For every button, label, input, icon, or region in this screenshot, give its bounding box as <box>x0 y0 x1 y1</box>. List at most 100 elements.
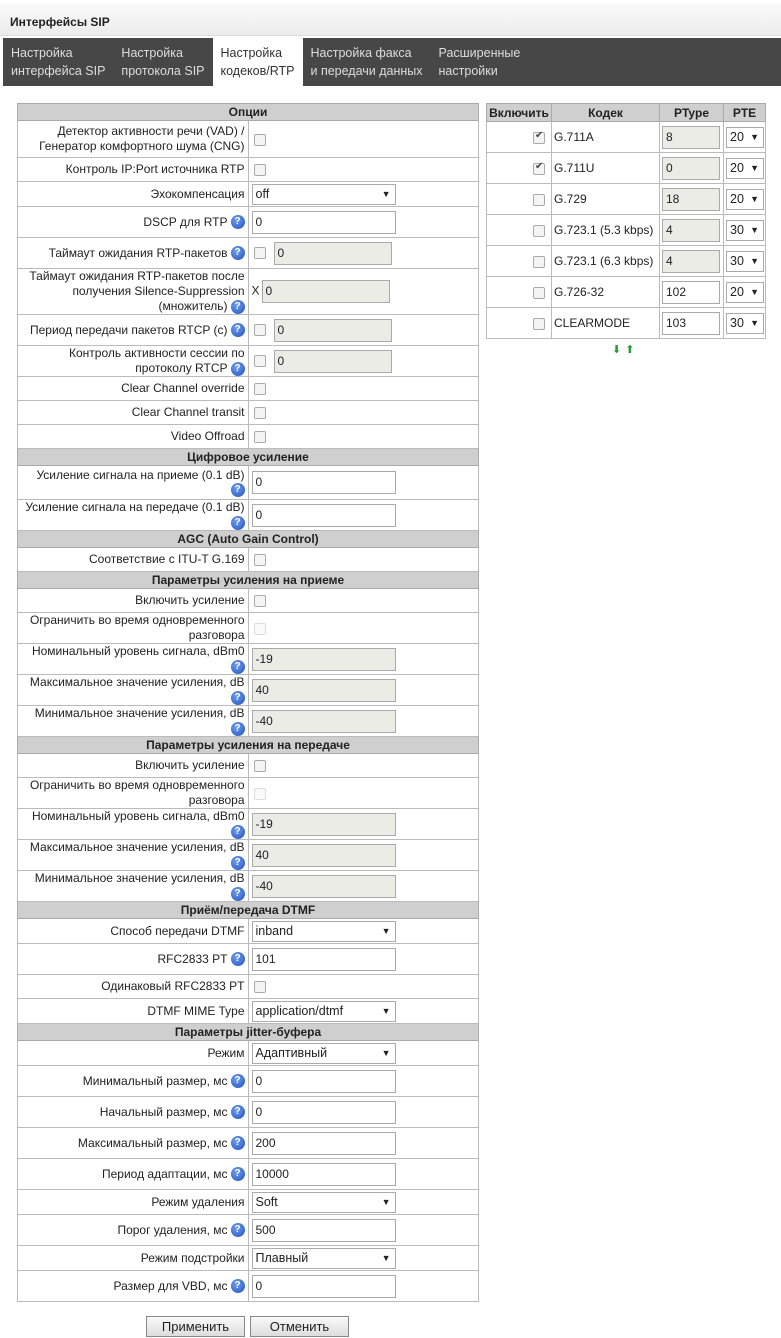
tab-label-line1: Расширенные <box>438 46 521 60</box>
help-icon[interactable]: ? <box>230 824 245 839</box>
option-select[interactable]: application/dtmf <box>251 1000 396 1022</box>
arrow-down-icon[interactable]: ⬇ <box>612 344 622 356</box>
option-input[interactable]: 200 <box>251 1131 396 1155</box>
option-row: Таймаут ожидания RTP-пакетов после получ… <box>17 268 479 315</box>
codec-pte-cell: 20 <box>723 152 766 184</box>
codec-enable-checkbox[interactable] <box>533 130 545 144</box>
help-icon[interactable]: ? <box>230 483 245 498</box>
codec-enable-checkbox[interactable] <box>533 286 545 299</box>
help-icon[interactable]: ? <box>230 855 245 870</box>
option-checkbox[interactable] <box>253 247 266 259</box>
tab-3[interactable]: Настройка кодеков/RTP <box>212 38 303 86</box>
codec-pte-select[interactable]: 30 <box>726 219 764 241</box>
cancel-button[interactable]: Отменить <box>250 1316 349 1337</box>
help-icon[interactable]: ? <box>230 323 245 338</box>
codec-enable-checkbox[interactable] <box>533 317 545 330</box>
codec-pte-select[interactable]: 20 <box>726 188 764 210</box>
help-icon[interactable]: ? <box>230 952 245 967</box>
option-checkbox[interactable] <box>253 981 266 994</box>
section-header-row: Приём/передача DTMF <box>17 901 479 919</box>
codec-ptype-input: 18 <box>662 187 720 211</box>
option-input[interactable]: 0 <box>251 471 396 494</box>
option-value-cell <box>247 547 479 572</box>
codec-pte-select[interactable]: 30 <box>726 312 764 334</box>
help-icon[interactable]: ? <box>230 1136 245 1151</box>
help-icon[interactable]: ? <box>230 721 245 736</box>
help-icon[interactable]: ? <box>230 1074 245 1089</box>
help-icon[interactable]: ? <box>230 361 245 376</box>
tab-5[interactable]: Расширенные настройки <box>430 38 529 86</box>
option-checkbox[interactable] <box>253 133 266 146</box>
option-row: Режим Адаптивный <box>17 1040 479 1066</box>
option-value-cell: 0 <box>247 237 479 269</box>
option-select[interactable]: Плавный <box>251 1247 396 1269</box>
option-checkbox[interactable] <box>253 164 266 177</box>
tab-label-line2: протокола SIP <box>121 64 205 78</box>
option-input[interactable]: 0 <box>251 503 396 527</box>
codec-pte-cell: 20 <box>723 121 766 153</box>
option-label: Порог удаления, мс <box>117 1222 228 1237</box>
codec-pte-select[interactable]: 20 <box>726 126 764 148</box>
option-input[interactable]: 0 <box>251 210 396 234</box>
codec-pte-select[interactable]: 20 <box>726 157 764 179</box>
option-select[interactable]: Soft <box>251 1191 396 1213</box>
arrow-up-icon[interactable]: ⬆ <box>625 344 635 356</box>
option-input[interactable]: 0 <box>251 1069 396 1093</box>
help-icon[interactable]: ? <box>230 246 245 261</box>
codec-pte-select[interactable]: 20 <box>726 281 764 303</box>
codec-pte-select[interactable]: 30 <box>726 250 764 272</box>
tab-2[interactable]: Настройка протокола SIP <box>113 38 213 86</box>
option-checkbox[interactable] <box>253 431 266 444</box>
help-icon[interactable]: ? <box>230 215 245 230</box>
tab-label-line2: кодеков/RTP <box>220 64 295 78</box>
option-checkbox[interactable] <box>253 760 266 773</box>
option-label-cell: Таймаут ожидания RTP-пакетов после получ… <box>17 268 249 315</box>
help-icon[interactable]: ? <box>230 690 245 705</box>
help-icon[interactable]: ? <box>230 1223 245 1238</box>
option-input[interactable]: 500 <box>251 1218 396 1242</box>
option-input[interactable]: 101 <box>251 947 396 971</box>
codec-enable-checkbox[interactable] <box>533 161 545 175</box>
option-label: Минимальный размер, мс <box>82 1073 228 1088</box>
option-label: Режим <box>207 1045 245 1060</box>
option-row: Таймаут ожидания RTP-пакетов? 0 <box>17 237 479 269</box>
option-checkbox[interactable] <box>253 407 266 420</box>
option-select[interactable]: off <box>251 183 396 205</box>
codec-name: G.723.1 (6.3 kbps) <box>551 245 660 277</box>
codec-enable-checkbox[interactable] <box>533 224 545 237</box>
apply-button[interactable]: Применить <box>146 1316 245 1337</box>
codec-enable-cell <box>486 183 552 215</box>
help-icon[interactable]: ? <box>230 1105 245 1120</box>
codec-ptype-input: 4 <box>662 249 720 273</box>
option-checkbox[interactable] <box>253 554 266 567</box>
help-icon[interactable]: ? <box>230 515 245 530</box>
help-icon[interactable]: ? <box>230 659 245 674</box>
option-input[interactable]: 0 <box>251 1100 396 1124</box>
option-input[interactable]: 10000 <box>251 1162 396 1186</box>
tab-4[interactable]: Настройка факса и передачи данных <box>302 38 431 86</box>
option-value-cell: 0 <box>247 499 479 531</box>
codec-pte-cell: 30 <box>723 307 766 339</box>
help-icon[interactable]: ? <box>230 1167 245 1182</box>
option-checkbox[interactable] <box>253 383 266 396</box>
option-checkbox[interactable] <box>253 595 266 608</box>
option-checkbox[interactable] <box>253 324 266 336</box>
tab-label-line2: и передачи данных <box>310 64 423 78</box>
option-select[interactable]: Адаптивный <box>251 1042 396 1064</box>
option-checkbox[interactable] <box>253 355 266 367</box>
option-select[interactable]: inband <box>251 920 396 942</box>
help-icon[interactable]: ? <box>230 299 245 314</box>
option-value-cell: Плавный <box>247 1245 479 1271</box>
tab-1[interactable]: Настройка интерфейса SIP <box>3 38 114 86</box>
codec-ptype-input[interactable]: 102 <box>662 280 720 304</box>
codec-row: G.726-32 102 20 <box>486 276 766 308</box>
option-input: 0 <box>273 241 392 265</box>
option-input[interactable]: 0 <box>251 1274 396 1298</box>
help-icon[interactable]: ? <box>230 1279 245 1294</box>
help-icon[interactable]: ? <box>230 886 245 901</box>
codec-enable-checkbox[interactable] <box>533 193 545 206</box>
option-label-cell: DSCP для RTP? <box>17 206 249 238</box>
codec-ptype-input[interactable]: 103 <box>662 311 720 335</box>
codec-enable-checkbox[interactable] <box>533 255 545 268</box>
